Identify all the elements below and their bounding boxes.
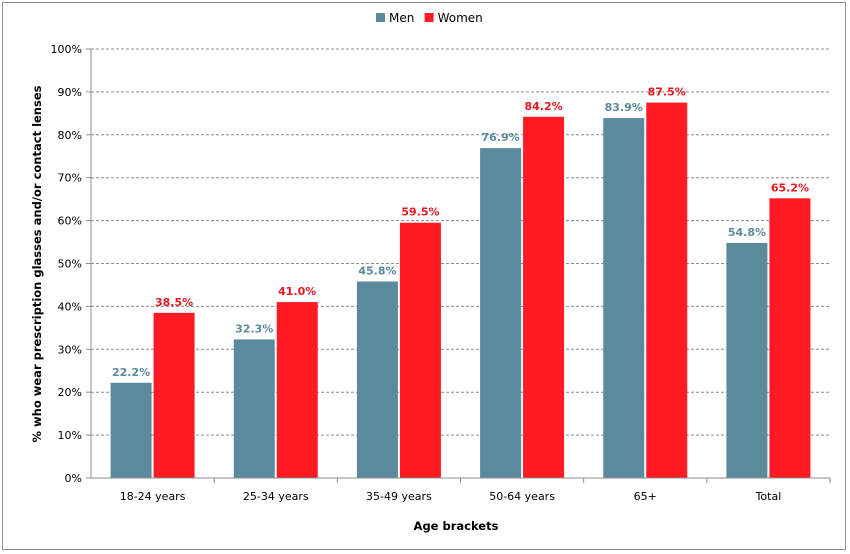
- bar-men: [726, 242, 768, 478]
- data-label-men: 22.2%: [112, 366, 150, 379]
- legend-label-men: Men: [389, 11, 414, 25]
- data-label-men: 45.8%: [358, 265, 396, 278]
- gridlines: [91, 48, 830, 436]
- legend-swatch-women: [424, 13, 434, 22]
- y-tick-label: 40%: [58, 300, 82, 313]
- data-label-women: 41.0%: [278, 285, 316, 298]
- data-label-women: 84.2%: [524, 100, 562, 113]
- data-label-women: 87.5%: [648, 86, 686, 99]
- data-label-women: 59.5%: [401, 206, 439, 219]
- y-tick-label: 90%: [58, 86, 82, 99]
- x-tick-label: Total: [755, 490, 782, 503]
- bar-women: [769, 198, 811, 479]
- data-label-men: 83.9%: [605, 101, 643, 114]
- x-tick-label: 65+: [634, 490, 657, 503]
- data-label-women: 38.5%: [155, 296, 193, 309]
- x-tick-label: 35-49 years: [366, 490, 432, 503]
- y-tick-label: 60%: [58, 215, 82, 228]
- bar-women: [276, 302, 318, 478]
- bars: [110, 102, 811, 479]
- bar-women: [153, 312, 195, 478]
- bar-men: [110, 382, 152, 478]
- bar-women: [523, 116, 565, 479]
- legend: Men Women: [376, 11, 483, 25]
- data-label-women: 65.2%: [771, 181, 809, 194]
- bar-women: [646, 102, 688, 478]
- bar-men: [356, 281, 398, 478]
- data-label-men: 54.8%: [728, 226, 766, 239]
- x-tick-label: 25-34 years: [243, 490, 309, 503]
- y-tick-label: 50%: [58, 258, 82, 271]
- bar-men: [603, 118, 645, 478]
- axes: 0% 10% 20% 30% 40% 50% 60% 70% 80% 90% 100% 18-24 y…: [51, 43, 831, 503]
- bar-men: [480, 148, 522, 478]
- x-tick-label: 50-64 years: [489, 490, 555, 503]
- y-tick-label: 70%: [58, 172, 82, 185]
- y-tick-label: 20%: [58, 386, 82, 399]
- x-axis-title: Age brackets: [414, 519, 499, 533]
- bar-men: [233, 339, 275, 478]
- legend-swatch-men: [376, 13, 385, 22]
- y-tick-label: 0%: [65, 472, 82, 485]
- bar-women: [399, 222, 441, 478]
- x-tick-label: 18-24 years: [120, 490, 186, 503]
- legend-label-women: Women: [438, 11, 483, 25]
- y-tick-label: 10%: [58, 429, 82, 442]
- y-tick-label: 80%: [58, 129, 82, 142]
- data-label-men: 76.9%: [481, 131, 519, 144]
- y-tick-label: 30%: [58, 343, 82, 356]
- data-label-men: 32.3%: [235, 322, 273, 335]
- y-tick-label: 100%: [51, 43, 82, 56]
- y-axis-title: % who wear prescription glasses and/or c…: [30, 85, 44, 442]
- data-labels: 22.2% 38.5% 32.3% 41.0% 45.8% 59.5% 76.9% 84.2%…: [112, 86, 809, 379]
